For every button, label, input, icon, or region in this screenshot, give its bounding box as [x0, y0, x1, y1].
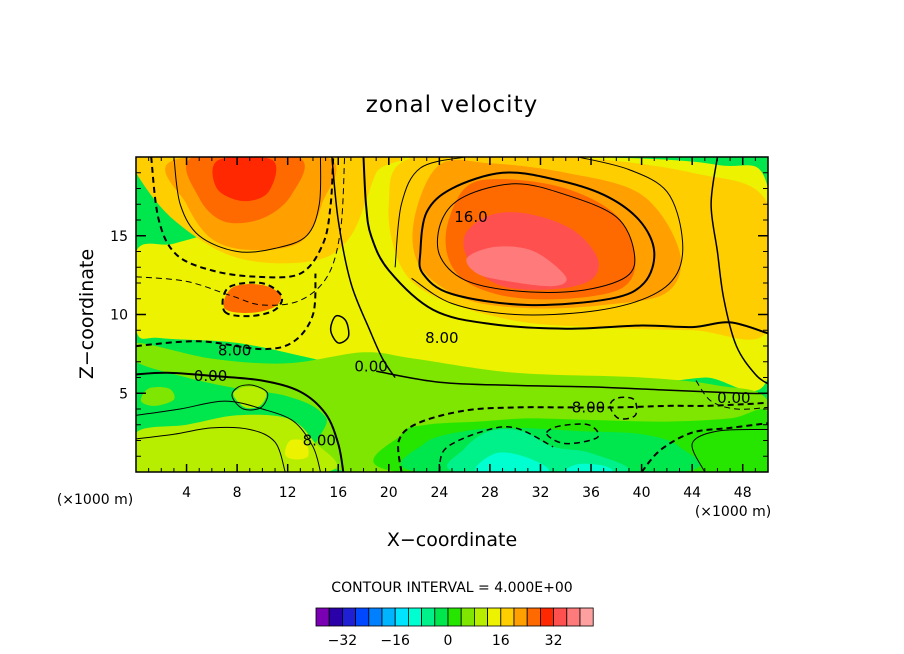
contour-region-20 — [140, 387, 175, 406]
colorbar-swatch — [566, 607, 581, 627]
contour-line-24 — [691, 428, 768, 472]
colorbar-swatch — [341, 607, 356, 627]
y-tick-label: 5 — [119, 386, 128, 402]
colorbar-tick-label: 16 — [492, 633, 510, 649]
contour-region-19 — [285, 439, 309, 460]
contour-line-4 — [376, 370, 768, 395]
colorbar-swatch — [421, 607, 436, 627]
x-tick-label: 36 — [582, 485, 600, 501]
contour-line-0 — [418, 171, 656, 307]
contour-line-7 — [136, 273, 317, 351]
x-tick-label: 20 — [380, 485, 398, 501]
x-unit-left: (×1000 m) — [57, 492, 133, 508]
colorbar-swatch — [540, 607, 555, 627]
x-axis: 4 8 12 16 20 24 28 32 36 40 44 48 — [148, 157, 756, 501]
contour-line-20 — [173, 157, 322, 253]
contour-region-10 — [212, 157, 277, 202]
contour-region-2 — [136, 414, 337, 472]
contour-line-16 — [329, 314, 350, 344]
colorbar-swatch — [447, 607, 462, 627]
contour-label-6: 8.00 — [572, 398, 605, 416]
contour-line-15 — [695, 380, 768, 410]
contour-line-19 — [136, 426, 286, 472]
contour-region-12 — [466, 246, 567, 287]
colorbar — [315, 607, 594, 627]
colorbar-swatch — [473, 607, 488, 627]
contour-line-21 — [394, 157, 465, 268]
colorbar-swatch — [513, 607, 528, 627]
colorbar-swatch — [315, 607, 330, 627]
contour-line-13 — [609, 396, 638, 420]
x-tick-label: 48 — [734, 485, 752, 501]
contour-line-17 — [231, 384, 269, 411]
x-tick-label: 28 — [481, 485, 499, 501]
colorbar-swatch — [381, 607, 396, 627]
contour-line-3 — [331, 157, 396, 378]
y-tick-label: 15 — [110, 229, 128, 245]
colorbar-tick-label: 32 — [545, 633, 563, 649]
x-tick-label: 12 — [279, 485, 297, 501]
contour-region-9 — [223, 284, 282, 313]
x-axis-label: X−coordinate — [387, 529, 517, 551]
x-tick-label: 16 — [329, 485, 347, 501]
chart-title: zonal velocity — [366, 92, 538, 118]
colorbar-swatch — [460, 607, 475, 627]
x-tick-label: 8 — [233, 485, 242, 501]
colorbar-swatch — [487, 607, 502, 627]
contour-line-14 — [136, 157, 346, 306]
contour-label-0: 16.0 — [454, 208, 487, 226]
x-tick-label: 24 — [430, 485, 448, 501]
contour-line-23 — [436, 183, 636, 293]
contour-label-2: 8.00 — [218, 342, 251, 360]
contour-line-22 — [411, 157, 684, 316]
colorbar-swatch — [394, 607, 409, 627]
contour-line-1 — [362, 157, 768, 335]
x-tick-label: 4 — [182, 485, 191, 501]
contour-label-3: 0.00 — [194, 367, 227, 385]
colorbar-ticks: −32 −16 0 16 32 — [328, 633, 563, 649]
contour-region-16 — [475, 452, 549, 472]
colorbar-swatch — [407, 607, 422, 627]
colorbar-swatch — [500, 607, 515, 627]
colorbar-tick-label: 0 — [444, 633, 453, 649]
contour-line-10 — [640, 422, 768, 472]
colorbar-swatch — [579, 607, 594, 627]
contour-region-17 — [564, 463, 613, 472]
contour-fill-layer — [136, 157, 768, 472]
colorbar-swatch — [553, 607, 568, 627]
colorbar-swatch — [328, 607, 343, 627]
contour-label-1: 8.00 — [425, 329, 458, 347]
contour-line-12 — [545, 423, 600, 445]
contour-line-2 — [136, 371, 345, 472]
contour-label-5: 8.00 — [303, 432, 336, 450]
colorbar-swatch — [355, 607, 370, 627]
x-tick-label: 40 — [633, 485, 651, 501]
contour-label-7: 0.00 — [717, 389, 750, 407]
colorbar-tick-label: −32 — [328, 633, 358, 649]
colorbar-tick-label: −16 — [380, 633, 410, 649]
y-axis: 5 10 15 — [110, 172, 768, 457]
y-axis-label: Z−coordinate — [76, 249, 98, 379]
colorbar-swatch — [368, 607, 383, 627]
contour-label-layer: 16.0 8.00 8.00 0.00 0.00 8.00 8.00 0.00 — [194, 208, 751, 450]
x-tick-label: 32 — [532, 485, 550, 501]
x-unit-right: (×1000 m) — [695, 504, 771, 520]
colorbar-swatch — [526, 607, 541, 627]
contour-line-5 — [710, 157, 768, 385]
contour-label-4: 0.00 — [354, 357, 387, 375]
colorbar-swatch — [434, 607, 449, 627]
contour-line-18 — [136, 400, 321, 472]
x-tick-label: 44 — [683, 485, 701, 501]
y-tick-label: 10 — [110, 308, 128, 324]
contour-line-11 — [438, 426, 554, 472]
contour-interval-label: CONTOUR INTERVAL = 4.000E+00 — [331, 580, 572, 596]
contour-line-layer — [136, 157, 768, 472]
